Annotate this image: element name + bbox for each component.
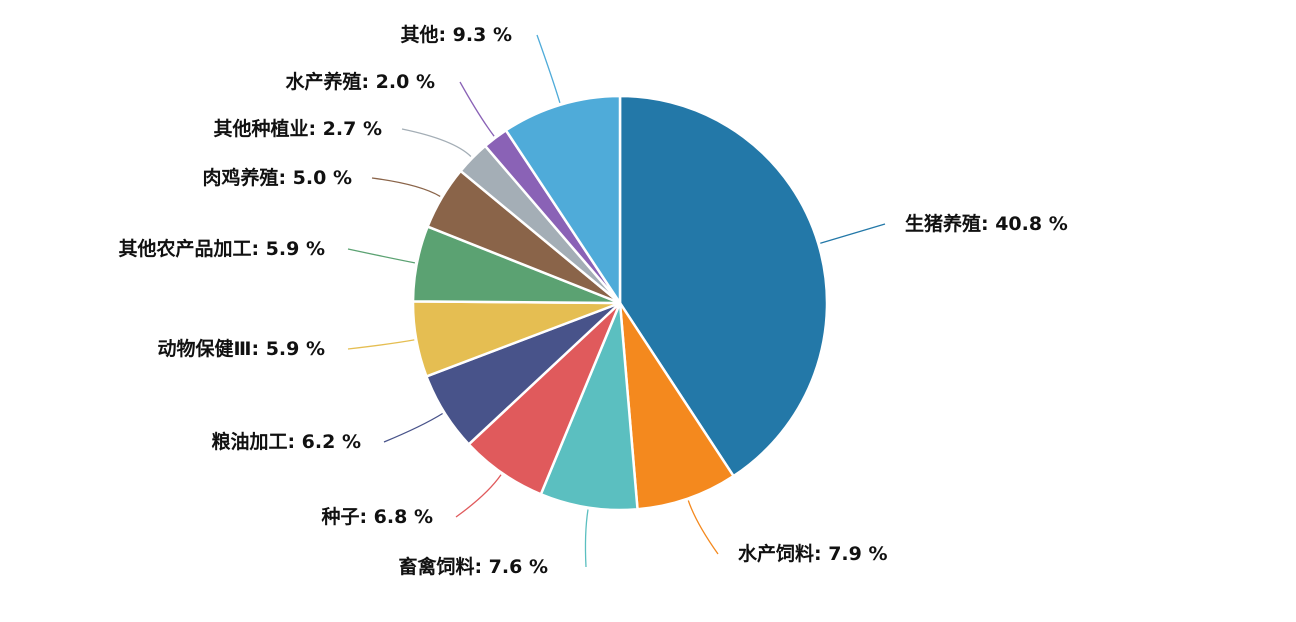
slice-1 bbox=[618, 302, 736, 511]
pie-slices bbox=[411, 94, 829, 512]
leader-line-0 bbox=[820, 223, 886, 244]
leader-line-10 bbox=[536, 34, 561, 103]
slice-label-5: 动物保健Ⅲ: 5.9 % bbox=[158, 337, 325, 360]
leader-lines bbox=[347, 34, 886, 568]
leader-line-1 bbox=[687, 500, 719, 555]
slice-label-7: 肉鸡养殖: 5.0 % bbox=[202, 166, 352, 189]
slice-label-0: 生猪养殖: 40.8 % bbox=[905, 212, 1068, 235]
slice-label-6: 其他农产品加工: 5.9 % bbox=[118, 237, 325, 260]
slice-label-9: 水产养殖: 2.0 % bbox=[285, 70, 435, 93]
leader-line-7 bbox=[371, 177, 441, 197]
slice-2 bbox=[539, 302, 639, 512]
slice-10 bbox=[504, 94, 622, 308]
leader-line-3 bbox=[455, 474, 502, 518]
leader-line-5 bbox=[347, 339, 415, 350]
leader-line-8 bbox=[401, 128, 472, 157]
leader-line-6 bbox=[347, 248, 416, 264]
leader-line-2 bbox=[584, 509, 589, 568]
slice-labels: 生猪养殖: 40.8 % 水产饲料: 7.9 % 畜禽饲料: 7.6 % 种子: 6.… bbox=[118, 23, 1067, 578]
leader-line-9 bbox=[459, 81, 495, 137]
slice-label-1: 水产饲料: 7.9 % bbox=[738, 542, 888, 565]
slice-label-10: 其他: 9.3 % bbox=[400, 23, 512, 46]
slice-label-4: 粮油加工: 6.2 % bbox=[211, 430, 361, 453]
slice-label-3: 种子: 6.8 % bbox=[320, 506, 433, 528]
slice-label-2: 畜禽饲料: 7.6 % bbox=[398, 555, 548, 578]
slice-label-8: 其他种植业: 2.7 % bbox=[213, 117, 382, 140]
leader-line-4 bbox=[383, 412, 443, 443]
